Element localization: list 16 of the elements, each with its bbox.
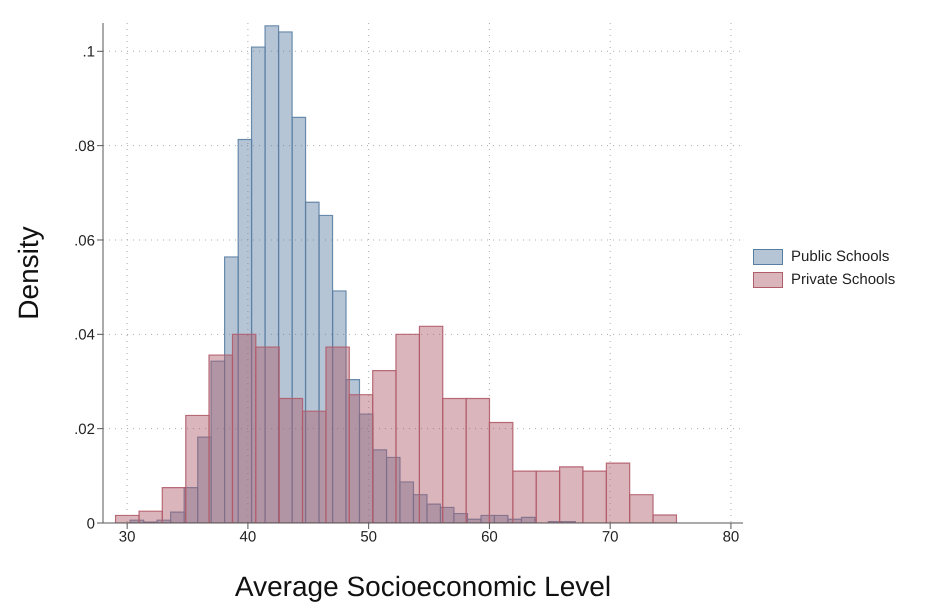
x-tick-label: 30 <box>118 528 136 546</box>
y-tick-label: .04 <box>74 326 95 344</box>
x-tick-label: 50 <box>360 528 378 546</box>
x-axis-title: Average Socioeconomic Level <box>234 571 612 602</box>
y-tick-label: .06 <box>74 232 95 250</box>
y-axis-title: Density <box>12 226 44 320</box>
x-tick-label: 40 <box>240 528 256 546</box>
x-tick-label: 80 <box>722 528 740 546</box>
y-tick-label: .08 <box>74 138 95 155</box>
legend-label: Public Schools <box>791 248 890 265</box>
y-tick-label: .1 <box>82 44 95 61</box>
y-tick-label: .02 <box>74 420 95 438</box>
x-tick-label: 70 <box>602 528 619 546</box>
y-tick-label: 0 <box>86 515 95 532</box>
legend-label: Private Schools <box>791 271 896 288</box>
x-tick-label: 60 <box>481 528 498 546</box>
